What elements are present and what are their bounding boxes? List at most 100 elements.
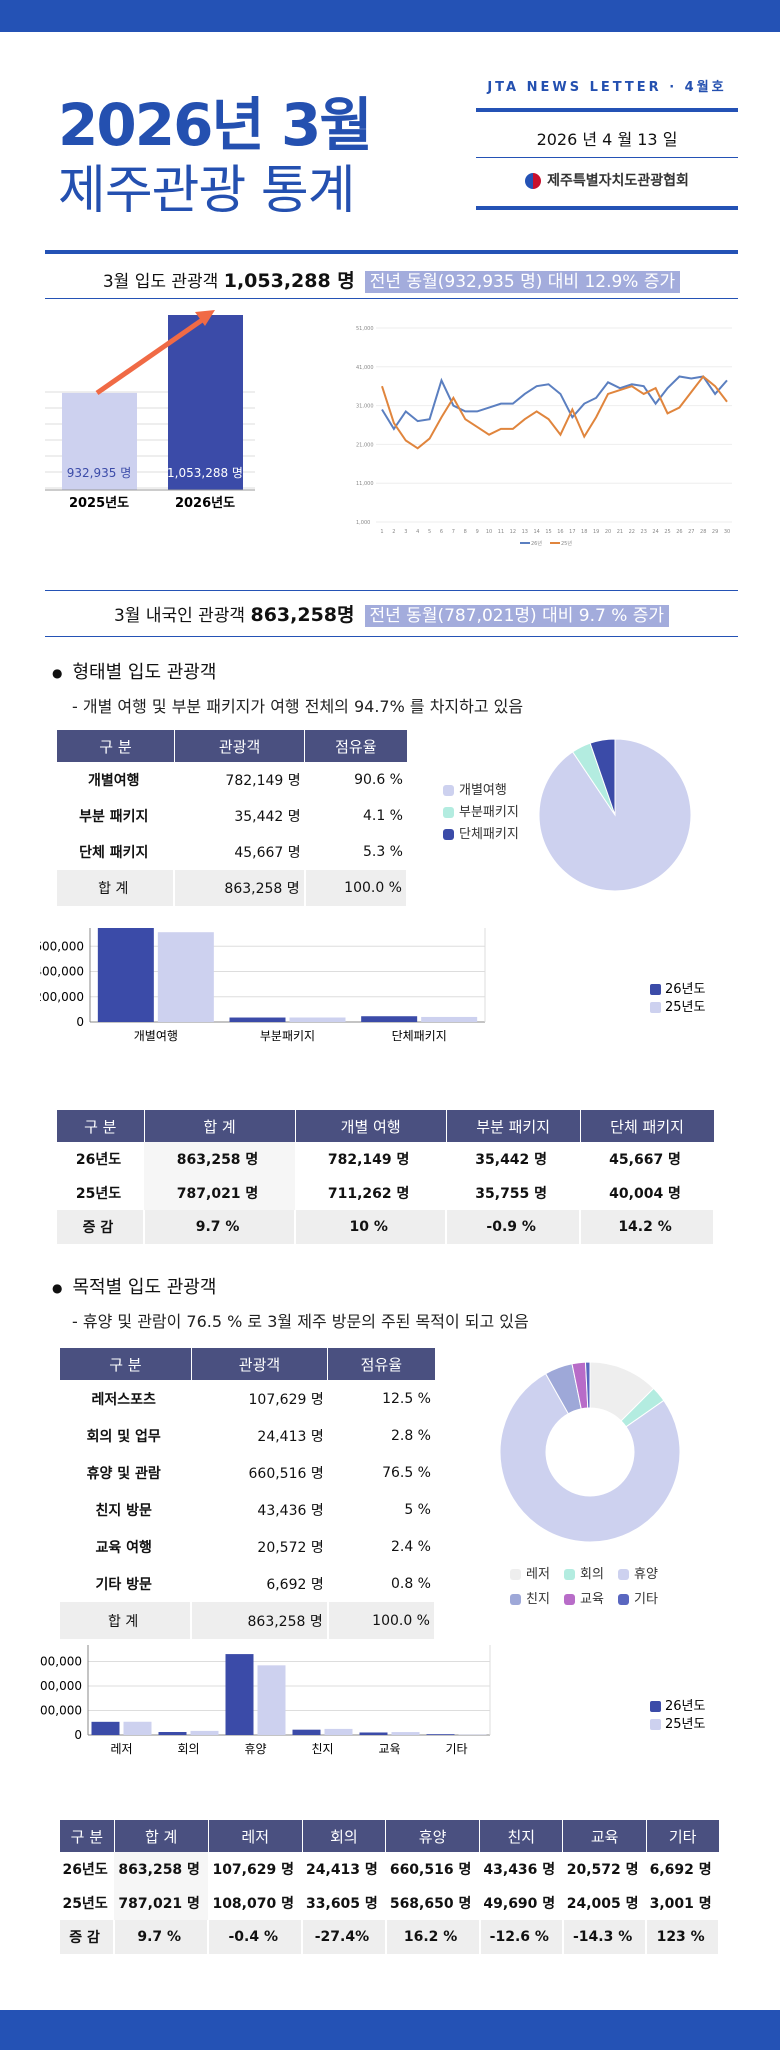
column-header: 단체 패키지: [580, 1110, 715, 1142]
table-row: 교육 여행 20,572 명 2.4 %: [60, 1528, 435, 1565]
summary-compare-badge: 전년 동월(787,021명) 대비 9.7 % 증가: [364, 605, 670, 627]
column-header: 레저: [208, 1820, 303, 1852]
bar: [292, 1729, 321, 1735]
column-header: 휴양: [385, 1820, 481, 1852]
org-name: 제주특별자치도관광협회: [476, 170, 738, 190]
table-cell: 24,413 명: [257, 1428, 324, 1445]
legend-swatch: [443, 785, 454, 796]
table-cell: 4.1 %: [362, 808, 403, 824]
legend-item: 교육: [564, 1588, 618, 1607]
category-label: 2025년도: [69, 496, 129, 511]
legend-item: 부분패키지: [443, 801, 519, 820]
summary-value: 1,053,288 명: [223, 270, 355, 292]
x-tick-label: 20: [605, 529, 611, 535]
table-cell: -0.4 %: [208, 1920, 304, 1954]
series-line: [381, 375, 728, 431]
x-tick-label: 15: [545, 529, 551, 535]
x-tick-label: 18: [581, 529, 587, 535]
type-share-table: 구 분 관광객 점유율 개별여행 782,149 명 90.6 % 부분 패키지 35,442…: [57, 730, 409, 906]
table-cell: 12.5 %: [382, 1390, 431, 1407]
x-tick-label: 5: [428, 529, 431, 535]
bar: [97, 928, 154, 1022]
x-tick-label: 24: [652, 529, 658, 535]
x-tick-label: 26: [676, 529, 682, 535]
legend-swatch: [650, 984, 661, 995]
y-tick-label: 200,000: [40, 990, 84, 1004]
row-label: 26년도: [75, 1152, 122, 1168]
table-row: 증 감 9.7 % 10 % -0.9 % 14.2 %: [57, 1210, 715, 1244]
row-label: 친지 방문: [95, 1502, 152, 1519]
pie-slice: [584, 1361, 591, 1409]
table-row: 26년도 863,258 명 107,629 명 24,413 명 660,516 명 4…: [60, 1852, 719, 1886]
table-cell: 35,755 명: [475, 1186, 548, 1202]
legend-label: 회의: [580, 1567, 604, 1582]
table-cell: 20,572 명: [566, 1862, 639, 1878]
divider: [45, 590, 738, 591]
table-cell: 45,667 명: [609, 1152, 681, 1168]
y-tick-label: 0: [76, 1015, 84, 1029]
row-label: 회의 및 업무: [86, 1428, 161, 1445]
pie-slice: [499, 1373, 681, 1543]
org-label: 제주특별자치도관광협회: [547, 173, 689, 189]
x-tick-label: 교육: [378, 1742, 400, 1756]
row-label: 레저스포츠: [91, 1391, 156, 1408]
column-header: 구 분: [57, 1110, 145, 1142]
type-bar-chart: 0200,000400,000600,000800,000개별여행부분패키지단체…: [40, 928, 706, 1043]
table-cell: 6,692 명: [266, 1576, 324, 1593]
x-tick-label: 레저: [110, 1742, 132, 1756]
row-label: 증 감: [60, 1920, 116, 1954]
table-cell: 660,516 명: [389, 1862, 472, 1878]
data-label: 932,935 명: [67, 466, 131, 480]
table-row: 레저스포츠 107,629 명 12.5 %: [60, 1380, 435, 1417]
legend-swatch: [618, 1594, 629, 1605]
legend-label: 레저: [526, 1567, 550, 1582]
y-tick-label: 1,000: [356, 520, 370, 526]
table-cell: 108,070 명: [212, 1896, 294, 1912]
table-cell: 76.5 %: [382, 1464, 431, 1481]
divider: [45, 636, 738, 637]
table-row: 합 계 863,258 명 100.0 %: [60, 1602, 437, 1639]
row-label: 증 감: [57, 1210, 145, 1244]
table-cell: 711,262 명: [327, 1186, 410, 1202]
y-tick-label: 11,000: [356, 481, 374, 487]
table-row: 단체 패키지 45,667 명 5.3 %: [57, 834, 407, 870]
legend-swatch: [564, 1569, 575, 1580]
table-row: 26년도 863,258 명 782,149 명 35,442 명 45,667 명: [57, 1142, 714, 1176]
page-title: 2026년 3월: [58, 91, 373, 159]
x-tick-label: 회의: [177, 1742, 199, 1756]
table-cell: 568,650 명: [389, 1896, 472, 1912]
y-tick-label: 400,000: [40, 1679, 82, 1693]
legend-label: 부분패키지: [459, 805, 519, 820]
trend-arrow: [95, 315, 207, 396]
legend-swatch: [564, 1594, 575, 1605]
row-label: 휴양 및 관람: [86, 1465, 161, 1482]
table-row: 합 계 863,258 명 100.0 %: [57, 870, 409, 906]
row-label: 기타 방문: [95, 1576, 152, 1593]
column-header: 점유율: [304, 730, 408, 762]
x-tick-label: 21: [617, 529, 623, 535]
bar: [190, 1730, 219, 1735]
type-pie-chart: [538, 738, 692, 892]
summary-label: 3월 입도 관광객: [102, 272, 219, 292]
legend-item: 친지: [510, 1588, 564, 1607]
purpose-bar-chart: 0200,000400,000600,000800,000레저회의휴양친지교육기…: [40, 1645, 706, 1756]
jta-logo-icon: [525, 173, 542, 189]
table-cell: 24,005 명: [566, 1896, 639, 1912]
legend-label: 단체패키지: [459, 827, 519, 842]
table-cell: 16.2 %: [385, 1920, 481, 1954]
table-cell: 35,442 명: [234, 809, 301, 825]
x-tick-label: 부분패키지: [260, 1029, 315, 1043]
row-label: 25년도: [75, 1186, 122, 1202]
table-row: 증 감 9.7 % -0.4 % -27.4% 16.2 % -12.6 % -14.3 %…: [60, 1920, 720, 1954]
table-cell: 43,436 명: [483, 1862, 556, 1878]
x-tick-label: 1: [380, 529, 383, 535]
row-label: 합 계: [60, 1602, 193, 1639]
x-tick-label: 기타: [445, 1742, 467, 1756]
newsletter-label: JTA NEWS LETTER · 4월호: [487, 80, 727, 95]
divider: [476, 157, 738, 158]
table-cell: 782,149 명: [327, 1152, 410, 1168]
table-row: 25년도 787,021 명 108,070 명 33,605 명 568,650 명 4…: [60, 1886, 719, 1920]
donut-legend: 레저 회의 휴양친지 교육 기타: [510, 1560, 690, 1610]
table-cell: 33,605 명: [306, 1896, 378, 1912]
y-tick-label: 21,000: [356, 442, 374, 448]
